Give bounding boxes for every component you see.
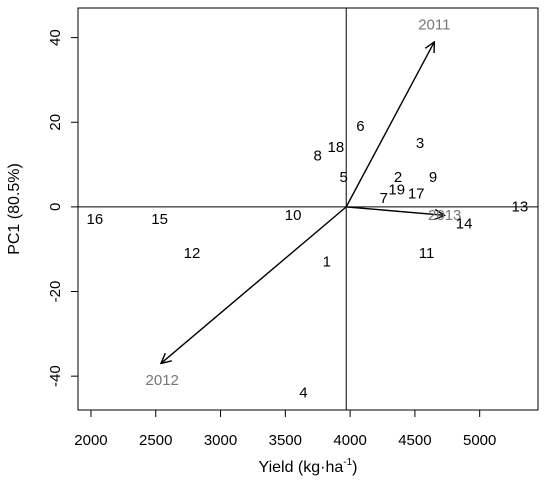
vector-2012-label: 2012 bbox=[146, 372, 179, 389]
point-label-16: 16 bbox=[87, 211, 104, 228]
vector-2013-label: 2013 bbox=[428, 207, 461, 224]
point-label-12: 12 bbox=[184, 245, 201, 262]
x-tick-label: 4000 bbox=[333, 432, 366, 449]
reference-lines bbox=[78, 8, 538, 410]
point-label-3: 3 bbox=[416, 135, 424, 152]
point-label-5: 5 bbox=[339, 169, 347, 186]
point-label-7: 7 bbox=[380, 190, 388, 207]
x-axis-title: Yield (kg·ha-1) bbox=[258, 457, 357, 476]
x-tick-label: 5000 bbox=[463, 432, 496, 449]
y-tick-label: -20 bbox=[47, 281, 64, 303]
x-tick-label: 3500 bbox=[269, 432, 302, 449]
point-label-8: 8 bbox=[314, 148, 322, 165]
y-tick-label: 0 bbox=[47, 203, 64, 211]
point-label-4: 4 bbox=[299, 385, 307, 402]
vector-layer: 2011 2012 2013 bbox=[146, 16, 462, 388]
point-label-11: 11 bbox=[419, 245, 435, 262]
point-label-18: 18 bbox=[328, 139, 345, 156]
y-tick-label: -40 bbox=[47, 365, 64, 387]
vector-2011-label: 2011 bbox=[418, 16, 450, 33]
y-axis: -40 -20 0 20 40 bbox=[47, 29, 78, 387]
point-label-14: 14 bbox=[456, 215, 473, 232]
point-label-17: 17 bbox=[408, 186, 425, 203]
vector-2012-arrow bbox=[161, 206, 347, 364]
y-tick-label: 40 bbox=[47, 29, 64, 46]
point-label-13: 13 bbox=[512, 198, 529, 215]
vector-2011-arrow bbox=[345, 42, 434, 208]
x-tick-label: 2000 bbox=[74, 432, 107, 449]
point-label-15: 15 bbox=[151, 211, 168, 228]
plot-frame bbox=[77, 7, 539, 411]
y-axis-title: PC1 (80.5%) bbox=[6, 163, 23, 255]
x-tick-label: 4500 bbox=[398, 432, 431, 449]
point-label-10: 10 bbox=[285, 207, 302, 224]
point-label-19: 19 bbox=[388, 181, 405, 198]
x-axis: 2000 2500 3000 3500 4000 4500 5000 bbox=[74, 410, 496, 449]
point-label-6: 6 bbox=[356, 118, 364, 135]
point-label-2: 2 bbox=[394, 169, 402, 186]
x-tick-label: 3000 bbox=[204, 432, 237, 449]
y-tick-label: 20 bbox=[47, 114, 64, 131]
vector-2013-arrow bbox=[346, 206, 444, 215]
x-tick-label: 2500 bbox=[139, 432, 172, 449]
point-label-1: 1 bbox=[323, 253, 331, 270]
point-label-9: 9 bbox=[429, 169, 437, 186]
